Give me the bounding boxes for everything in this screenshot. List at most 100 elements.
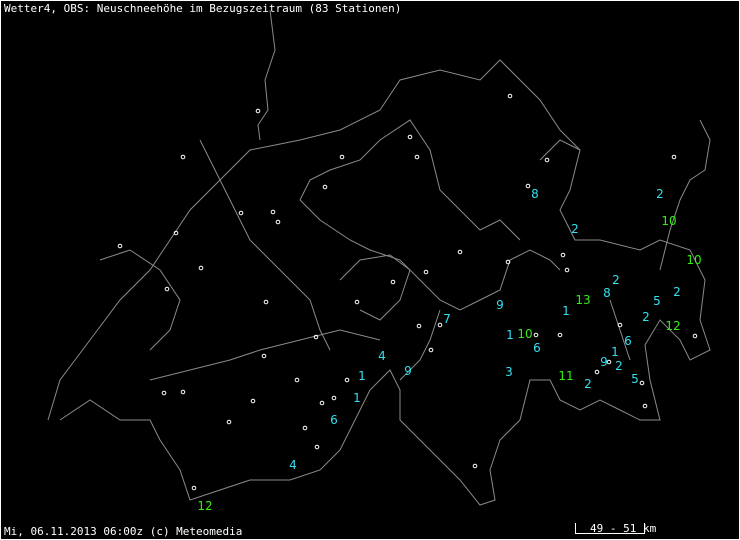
snow-depth-label: 2 xyxy=(584,377,592,391)
station-marker xyxy=(117,243,123,249)
station-marker xyxy=(594,369,600,375)
snow-depth-label: 11 xyxy=(558,369,573,383)
station-marker xyxy=(642,403,648,409)
scale-label: 49 - 51 km xyxy=(590,522,657,535)
snow-depth-label: 1 xyxy=(358,369,366,383)
border-line xyxy=(299,119,521,241)
snow-depth-label: 2 xyxy=(615,359,623,373)
snow-depth-label: 10 xyxy=(517,327,532,341)
snow-depth-label: 2 xyxy=(656,187,664,201)
station-marker xyxy=(525,183,531,189)
station-marker xyxy=(533,332,539,338)
station-marker xyxy=(198,265,204,271)
border-line xyxy=(659,119,711,271)
station-marker xyxy=(639,380,645,386)
snow-depth-label: 4 xyxy=(378,349,386,363)
station-marker xyxy=(331,395,337,401)
border-line xyxy=(99,249,181,351)
station-marker xyxy=(557,332,563,338)
station-marker xyxy=(407,134,413,140)
snow-depth-label: 8 xyxy=(531,187,539,201)
station-marker xyxy=(414,154,420,160)
snow-depth-label: 2 xyxy=(642,310,650,324)
station-marker xyxy=(319,400,325,406)
border-line xyxy=(339,254,411,321)
snow-depth-label: 1 xyxy=(353,391,361,405)
station-marker xyxy=(390,279,396,285)
station-marker xyxy=(302,425,308,431)
border-line xyxy=(539,139,581,161)
station-marker xyxy=(191,485,197,491)
station-marker xyxy=(472,463,478,469)
snow-depth-label: 1 xyxy=(611,345,619,359)
station-marker xyxy=(322,184,328,190)
station-marker xyxy=(544,157,550,163)
station-marker xyxy=(164,286,170,292)
station-marker xyxy=(250,398,256,404)
station-marker xyxy=(564,267,570,273)
snow-depth-label: 10 xyxy=(686,253,701,267)
border-line xyxy=(399,309,441,381)
snow-depth-label: 1 xyxy=(562,304,570,318)
station-marker xyxy=(313,334,319,340)
station-marker xyxy=(617,322,623,328)
snow-depth-label: 7 xyxy=(443,312,451,326)
station-marker xyxy=(161,390,167,396)
snow-depth-label: 10 xyxy=(661,214,676,228)
snow-depth-label: 2 xyxy=(571,222,579,236)
border-line xyxy=(149,329,381,381)
snow-depth-label: 8 xyxy=(603,286,611,300)
snow-depth-label: 2 xyxy=(673,285,681,299)
snow-depth-label: 13 xyxy=(575,293,590,307)
snow-depth-label: 5 xyxy=(653,294,661,308)
map-title: Wetter4, OBS: Neuschneehöhe im Bezugszei… xyxy=(4,2,402,15)
station-marker xyxy=(507,93,513,99)
station-marker xyxy=(437,322,443,328)
snow-depth-label: 12 xyxy=(197,499,212,513)
station-marker xyxy=(505,259,511,265)
scale-bar xyxy=(575,523,645,534)
station-marker xyxy=(457,249,463,255)
station-marker xyxy=(180,154,186,160)
station-marker xyxy=(314,444,320,450)
border-line xyxy=(299,199,561,311)
snow-depth-label: 1 xyxy=(506,328,514,342)
snow-depth-label: 9 xyxy=(496,298,504,312)
snow-depth-label: 4 xyxy=(289,458,297,472)
station-marker xyxy=(180,389,186,395)
snow-depth-label: 2 xyxy=(612,273,620,287)
station-marker xyxy=(255,108,261,114)
border-line xyxy=(257,9,276,141)
station-marker xyxy=(238,210,244,216)
snow-depth-label: 6 xyxy=(624,334,632,348)
snow-depth-label: 6 xyxy=(533,341,541,355)
station-marker xyxy=(275,219,281,225)
station-marker xyxy=(560,252,566,258)
station-marker xyxy=(261,353,267,359)
snow-depth-label: 12 xyxy=(665,319,680,333)
snow-depth-label: 5 xyxy=(631,372,639,386)
station-marker xyxy=(428,347,434,353)
station-marker xyxy=(416,323,422,329)
station-marker xyxy=(606,359,612,365)
station-marker xyxy=(423,269,429,275)
station-marker xyxy=(270,209,276,215)
station-marker xyxy=(354,299,360,305)
station-marker xyxy=(263,299,269,305)
station-marker xyxy=(671,154,677,160)
station-marker xyxy=(226,419,232,425)
station-marker xyxy=(173,230,179,236)
station-marker xyxy=(344,377,350,383)
snow-depth-label: 9 xyxy=(404,364,412,378)
snow-depth-label: 3 xyxy=(505,365,513,379)
station-marker xyxy=(294,377,300,383)
station-marker xyxy=(339,154,345,160)
border-line xyxy=(609,299,631,361)
snow-depth-label: 9 xyxy=(600,355,608,369)
snow-depth-label: 6 xyxy=(330,413,338,427)
footer-timestamp: Mi, 06.11.2013 06:00z (c) Meteomedia xyxy=(4,525,243,538)
border-line xyxy=(47,59,711,506)
